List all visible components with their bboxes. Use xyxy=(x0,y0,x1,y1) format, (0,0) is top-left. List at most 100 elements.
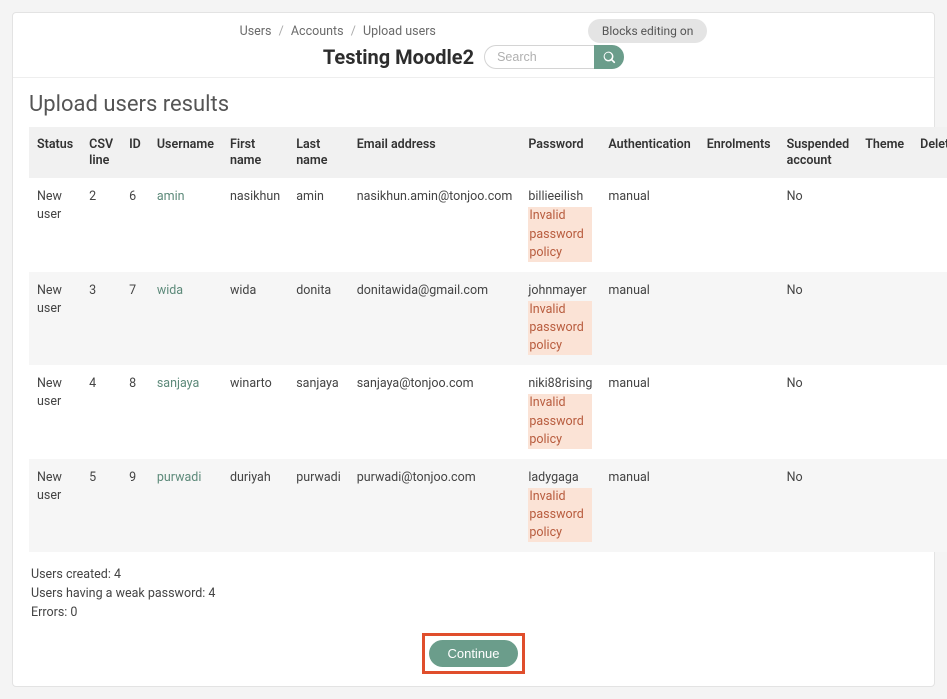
password-value: ladygaga xyxy=(528,470,578,485)
content: Upload users results Status CSV line ID … xyxy=(13,77,934,678)
topbar: Users / Accounts / Upload users Blocks e… xyxy=(13,13,934,45)
search-wrap xyxy=(484,45,624,69)
col-csv: CSV line xyxy=(81,127,121,178)
password-warning: Invalid password policy xyxy=(528,394,592,448)
cell-first: winarto xyxy=(222,365,288,459)
password-warning: Invalid password policy xyxy=(528,488,592,542)
password-warning: Invalid password policy xyxy=(528,301,592,355)
cell-id: 6 xyxy=(121,178,149,272)
table-row: New user37widawidadonitadonitawida@gmail… xyxy=(29,272,947,366)
col-email: Email address xyxy=(349,127,521,178)
cell-email: donitawida@gmail.com xyxy=(349,272,521,366)
cell-password: billieeilish Invalid password policy xyxy=(520,178,600,272)
col-status: Status xyxy=(29,127,81,178)
cell-csv: 3 xyxy=(81,272,121,366)
cell-last: sanjaya xyxy=(288,365,349,459)
cell-id: 9 xyxy=(121,459,149,553)
col-first: First name xyxy=(222,127,288,178)
summary-errors: Errors: 0 xyxy=(31,604,918,623)
table-header-row: Status CSV line ID Username First name L… xyxy=(29,127,947,178)
continue-highlight: Continue xyxy=(422,633,524,674)
cell-last: purwadi xyxy=(288,459,349,553)
cell-first: wida xyxy=(222,272,288,366)
breadcrumb-users[interactable]: Users xyxy=(240,24,272,39)
table-row: New user59purwadiduriyahpurwadipurwadi@t… xyxy=(29,459,947,553)
summary-created: Users created: 4 xyxy=(31,566,918,585)
col-username: Username xyxy=(149,127,222,178)
cell-username[interactable]: wida xyxy=(149,272,222,366)
search-input[interactable] xyxy=(484,45,594,69)
col-last: Last name xyxy=(288,127,349,178)
cell-susp: No xyxy=(779,459,858,553)
username-link[interactable]: purwadi xyxy=(157,470,202,485)
breadcrumb-upload[interactable]: Upload users xyxy=(363,24,436,39)
cell-theme xyxy=(857,459,912,553)
cell-last: amin xyxy=(288,178,349,272)
cell-enrol xyxy=(699,272,779,366)
cell-auth: manual xyxy=(600,365,698,459)
breadcrumb-accounts[interactable]: Accounts xyxy=(291,24,344,39)
breadcrumb-sep: / xyxy=(279,24,284,39)
col-password: Password xyxy=(520,127,600,178)
breadcrumb: Users / Accounts / Upload users xyxy=(240,24,436,39)
cell-enrol xyxy=(699,178,779,272)
cell-delete xyxy=(912,272,947,366)
continue-row: Continue xyxy=(29,629,918,678)
table-row: New user26aminnasikhunaminnasikhun.amin@… xyxy=(29,178,947,272)
cell-status: New user xyxy=(29,178,81,272)
cell-enrol xyxy=(699,365,779,459)
site-title: Testing Moodle2 xyxy=(323,45,474,69)
username-link[interactable]: amin xyxy=(157,189,185,204)
cell-password: niki88risingInvalid password policy xyxy=(520,365,600,459)
col-id: ID xyxy=(121,127,149,178)
cell-delete xyxy=(912,178,947,272)
username-link[interactable]: sanjaya xyxy=(157,376,199,391)
col-delete: Delete xyxy=(912,127,947,178)
cell-status: New user xyxy=(29,459,81,553)
cell-csv: 2 xyxy=(81,178,121,272)
cell-first: nasikhun xyxy=(222,178,288,272)
blocks-editing-badge[interactable]: Blocks editing on xyxy=(588,19,707,43)
col-enrol: Enrolments xyxy=(699,127,779,178)
col-auth: Authentication xyxy=(600,127,698,178)
breadcrumb-sep: / xyxy=(351,24,356,39)
page-card: Users / Accounts / Upload users Blocks e… xyxy=(12,12,935,687)
cell-csv: 5 xyxy=(81,459,121,553)
summary: Users created: 4 Users having a weak pas… xyxy=(29,552,918,628)
cell-username[interactable]: sanjaya xyxy=(149,365,222,459)
cell-username[interactable]: amin xyxy=(149,178,222,272)
cell-delete xyxy=(912,365,947,459)
cell-auth: manual xyxy=(600,459,698,553)
cell-username[interactable]: purwadi xyxy=(149,459,222,553)
cell-theme xyxy=(857,178,912,272)
username-link[interactable]: wida xyxy=(157,283,183,298)
cell-delete xyxy=(912,459,947,553)
col-susp: Suspended account xyxy=(779,127,858,178)
search-button[interactable] xyxy=(594,45,624,69)
col-theme: Theme xyxy=(857,127,912,178)
cell-status: New user xyxy=(29,365,81,459)
password-value: billieeilish xyxy=(528,189,583,204)
table-row: New user48sanjayawinartosanjayasanjaya@t… xyxy=(29,365,947,459)
cell-susp: No xyxy=(779,365,858,459)
results-table: Status CSV line ID Username First name L… xyxy=(29,127,947,552)
cell-password: ladygaga Invalid password policy xyxy=(520,459,600,553)
table-body: New user26aminnasikhunaminnasikhun.amin@… xyxy=(29,178,947,552)
cell-last: donita xyxy=(288,272,349,366)
cell-first: duriyah xyxy=(222,459,288,553)
cell-theme xyxy=(857,365,912,459)
cell-susp: No xyxy=(779,178,858,272)
cell-email: sanjaya@tonjoo.com xyxy=(349,365,521,459)
cell-enrol xyxy=(699,459,779,553)
cell-id: 8 xyxy=(121,365,149,459)
password-warning: Invalid password policy xyxy=(528,207,592,261)
cell-susp: No xyxy=(779,272,858,366)
cell-csv: 4 xyxy=(81,365,121,459)
continue-button[interactable]: Continue xyxy=(429,640,517,667)
summary-weak: Users having a weak password: 4 xyxy=(31,585,918,604)
cell-email: purwadi@tonjoo.com xyxy=(349,459,521,553)
cell-status: New user xyxy=(29,272,81,366)
cell-id: 7 xyxy=(121,272,149,366)
cell-email: nasikhun.amin@tonjoo.com xyxy=(349,178,521,272)
cell-password: johnmayerInvalid password policy xyxy=(520,272,600,366)
